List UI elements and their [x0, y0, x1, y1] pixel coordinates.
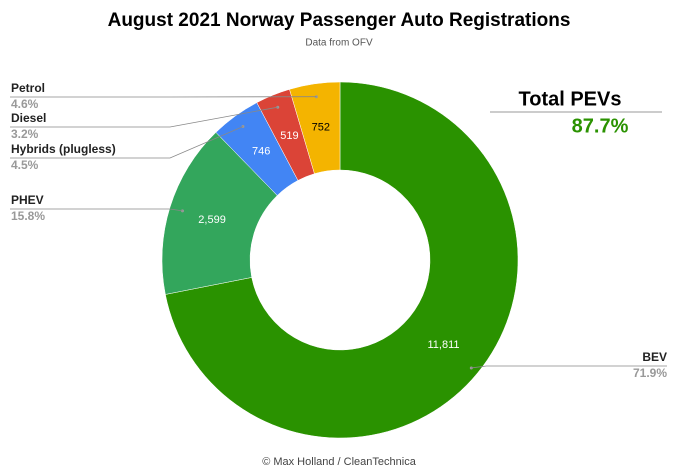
slice — [289, 81, 341, 175]
percent-label: 15.8% — [11, 209, 45, 223]
percent-label: 71.9% — [633, 366, 667, 380]
category-label: Diesel — [11, 111, 46, 125]
slice — [165, 81, 519, 439]
percent-label: 3.2% — [11, 127, 39, 141]
value-label: 519 — [280, 130, 298, 142]
value-label: 2,599 — [198, 214, 226, 226]
value-label: 752 — [312, 121, 330, 133]
chart-title: August 2021 Norway Passenger Auto Regist… — [108, 10, 571, 31]
percent-label: 4.5% — [11, 158, 39, 172]
percent-label: 4.6% — [11, 97, 39, 111]
value-label: 11,811 — [428, 339, 460, 351]
leader-line — [10, 208, 183, 212]
chart-subtitle: Data from OFV — [305, 38, 373, 49]
category-label: Petrol — [11, 81, 45, 95]
source: © Max Holland / CleanTechnica — [262, 456, 417, 468]
category-label: BEV — [642, 350, 667, 364]
leader-line — [471, 365, 667, 369]
category-label: Hybrids (plugless) — [11, 142, 116, 156]
annotation-value: 87.7% — [572, 115, 629, 137]
leader-line — [10, 126, 244, 159]
annotation-title: Total PEVs — [519, 88, 622, 110]
value-label: 746 — [252, 146, 270, 158]
leader-line — [10, 106, 278, 128]
category-label: PHEV — [11, 193, 44, 207]
